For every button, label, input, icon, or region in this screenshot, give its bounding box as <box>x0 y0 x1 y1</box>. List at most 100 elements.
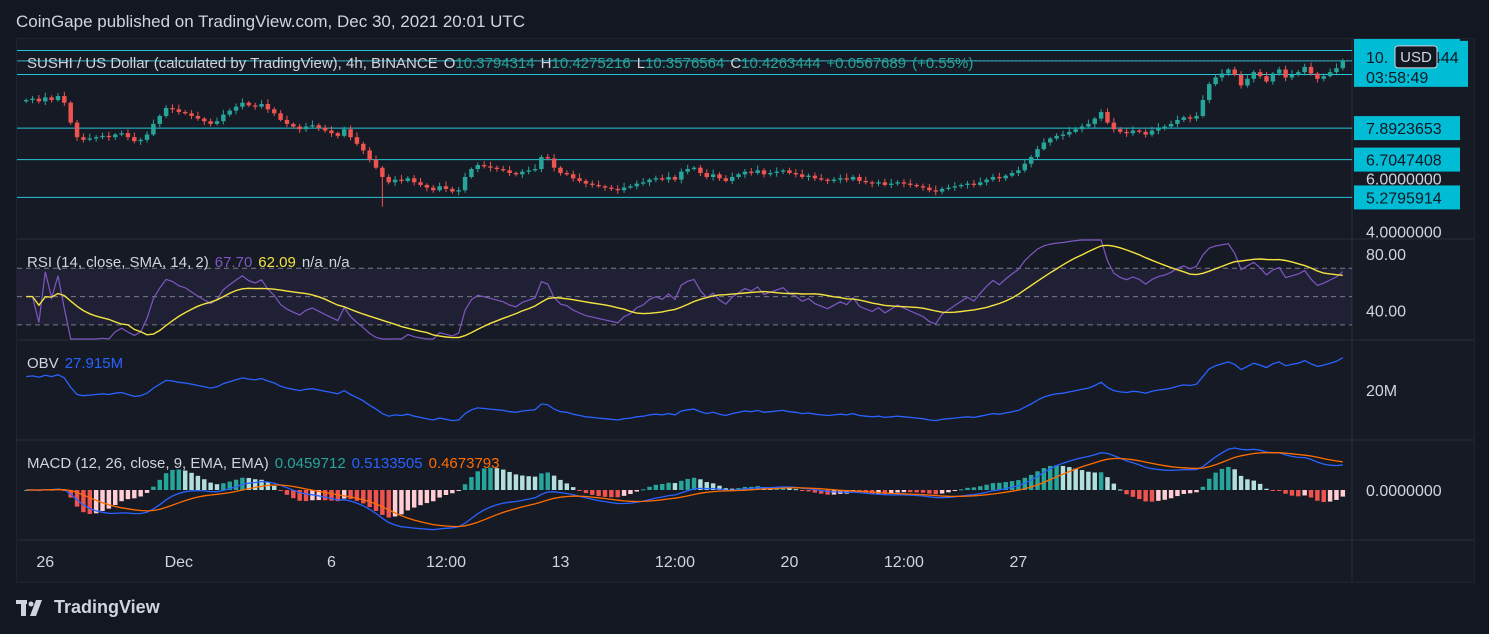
macd-histogram-bar <box>1079 470 1085 490</box>
candle-body <box>272 109 277 114</box>
macd-histogram-bar <box>958 489 964 491</box>
candle-body <box>971 183 977 185</box>
candle-body <box>1137 130 1142 132</box>
candle-body <box>1194 115 1199 119</box>
macd-histogram-bar <box>882 490 888 494</box>
candle-body <box>978 182 983 185</box>
candle-body <box>208 121 213 124</box>
macd-histogram-bar <box>952 490 958 491</box>
publisher-header: CoinGape published on TradingView.com, D… <box>16 12 526 31</box>
ohlc-high-label: H <box>540 55 552 72</box>
candle-body <box>710 174 716 177</box>
candle-body <box>933 190 938 192</box>
candle-body <box>450 188 455 192</box>
candle-body <box>170 107 175 110</box>
candle-body <box>819 178 824 180</box>
candle-body <box>812 175 818 179</box>
candle-body <box>723 178 729 181</box>
currency-label: USD <box>1400 49 1432 66</box>
macd-histogram-bar <box>653 484 659 490</box>
candle-body <box>984 179 989 183</box>
candle-body <box>399 179 404 181</box>
candle-body <box>545 157 550 159</box>
macd-histogram-bar <box>233 479 239 490</box>
candle-body <box>481 165 487 167</box>
obv-value: 27.915M <box>64 355 124 372</box>
macd-histogram-bar <box>1232 469 1237 490</box>
candle-body <box>927 187 932 191</box>
candle-body <box>373 159 379 168</box>
macd-histogram-bar <box>1187 490 1193 494</box>
macd-histogram-bar <box>259 479 264 490</box>
candle-body <box>93 137 99 139</box>
tradingview-logo[interactable]: TradingView <box>16 597 160 618</box>
candle-body <box>939 188 945 192</box>
macd-histogram-bar <box>679 480 684 490</box>
rsi-ma-value: 62.09 <box>258 254 296 271</box>
macd-histogram-bar <box>1321 490 1326 503</box>
macd-histogram-bar <box>1200 486 1206 490</box>
macd-histogram-bar <box>1028 474 1034 490</box>
macd-histogram-bar <box>1296 490 1301 497</box>
chart-canvas[interactable]: 10.81714629.91132697.89236536.70474085.2… <box>17 39 1474 582</box>
macd-histogram-bar <box>539 473 544 490</box>
candle-body <box>857 176 862 181</box>
time-axis-label: 26 <box>36 554 54 571</box>
candle-body <box>119 133 124 135</box>
macd-histogram-bar <box>1315 490 1320 501</box>
macd-histogram-bar <box>500 469 506 490</box>
candle-body <box>1156 127 1161 131</box>
price-level-tag <box>1354 185 1460 210</box>
macd-histogram-bar <box>621 490 627 496</box>
time-axis-label: Dec <box>165 554 193 571</box>
candle-body <box>284 119 290 124</box>
macd-histogram-bar <box>1098 472 1104 490</box>
macd-histogram-bar <box>1105 477 1110 490</box>
macd-histogram-bar <box>361 490 366 504</box>
candle-body <box>717 174 722 179</box>
macd-histogram-bar <box>609 490 614 498</box>
candle-body <box>698 167 703 173</box>
macd-histogram-bar <box>901 490 907 493</box>
candle-body <box>138 139 143 142</box>
macd-histogram-bar <box>1226 466 1231 490</box>
macd-histogram-bar <box>927 490 932 494</box>
candle-body <box>322 127 328 131</box>
candle-body <box>1276 69 1282 74</box>
macd-histogram-bar <box>418 490 423 506</box>
rsi-tick-label: 40.00 <box>1366 304 1406 321</box>
macd-histogram-bar <box>908 490 913 493</box>
macd-histogram-bar <box>729 488 735 490</box>
macd-histogram-bar <box>208 482 213 490</box>
candle-body <box>456 190 461 192</box>
candle-body <box>341 129 347 136</box>
macd-histogram-bar <box>704 482 709 490</box>
candle-body <box>36 98 42 102</box>
macd-histogram-bar <box>602 490 608 497</box>
candle-body <box>1079 126 1085 130</box>
rsi-na-2: n/a <box>328 254 350 271</box>
chart-frame[interactable]: 10.81714629.91132697.89236536.70474085.2… <box>16 38 1475 583</box>
macd-histogram-bar <box>265 482 271 490</box>
candle-body <box>1213 77 1218 85</box>
macd-histogram-bar <box>723 488 729 490</box>
candle-body <box>431 187 436 191</box>
macd-histogram-bar <box>736 488 741 490</box>
time-axis-label: 27 <box>1010 554 1028 571</box>
macd-histogram-bar <box>354 490 360 501</box>
macd-histogram-bar <box>1181 490 1187 494</box>
candle-body <box>1168 123 1174 127</box>
candle-body <box>132 137 137 142</box>
price-level-tag-label: 7.8923653 <box>1366 121 1442 138</box>
candle-body <box>100 135 105 138</box>
candle-body <box>577 178 582 181</box>
macd-histogram-bar <box>997 482 1002 490</box>
candle-body <box>157 115 162 124</box>
macd-line <box>26 447 1343 531</box>
candle-body <box>252 105 258 107</box>
macd-histogram-bar <box>1156 490 1161 501</box>
candle-body <box>291 123 296 127</box>
ohlc-open: 10.3794314 <box>455 55 535 72</box>
candle-body <box>1105 111 1110 123</box>
candle-body <box>1257 72 1263 77</box>
